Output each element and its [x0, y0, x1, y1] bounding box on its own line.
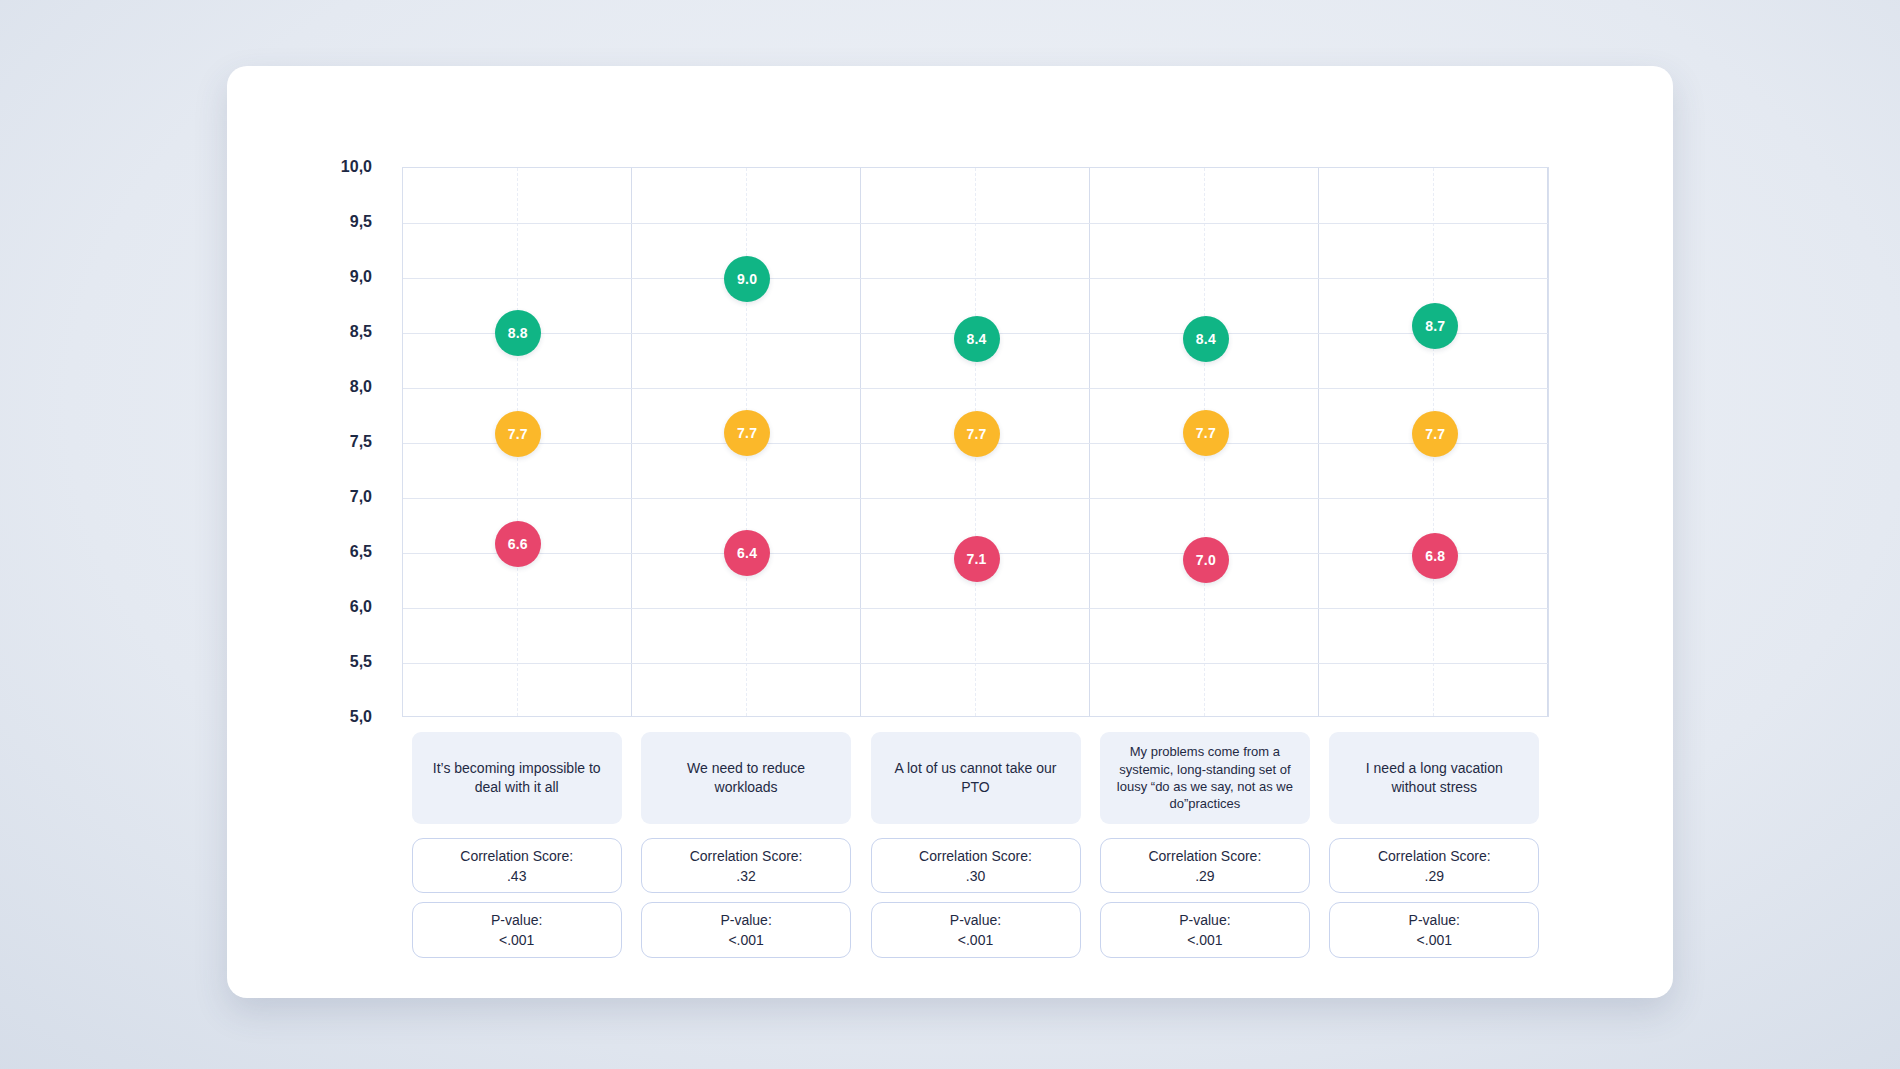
correlation-score-value: .30 — [966, 866, 985, 886]
data-point-dot: 9.0 — [724, 256, 770, 302]
y-axis-tick-label: 8,0 — [267, 377, 372, 397]
p-value-value: <.001 — [728, 930, 763, 950]
category-label-box: It’s becoming impossible to deal with it… — [412, 732, 622, 824]
p-value-box: P-value:<.001 — [1329, 902, 1539, 958]
p-value-label: P-value: — [491, 910, 542, 930]
chart-card: Burnout Rating if Disagree with OE Respo… — [227, 66, 1673, 998]
data-point-value: 8.8 — [508, 325, 528, 341]
correlation-score-label: Correlation Score: — [460, 846, 573, 866]
correlation-score-box: Correlation Score:.43 — [412, 838, 622, 893]
data-point-value: 6.6 — [508, 536, 528, 552]
horizontal-gridline — [403, 278, 1548, 279]
data-point-value: 7.7 — [966, 426, 986, 442]
correlation-score-value: .43 — [507, 866, 526, 886]
category-label-box: A lot of us cannot take our PTO — [871, 732, 1081, 824]
data-point-dot: 6.4 — [724, 530, 770, 576]
data-point-value: 8.4 — [966, 331, 986, 347]
category-label: We need to reduce workloads — [658, 759, 834, 798]
data-point-dot: 7.7 — [954, 411, 1000, 457]
p-value-box: P-value:<.001 — [412, 902, 622, 958]
y-axis-tick-label: 5,5 — [267, 652, 372, 672]
horizontal-gridline — [403, 223, 1548, 224]
p-value-label: P-value: — [720, 910, 771, 930]
p-value-value: <.001 — [1187, 930, 1222, 950]
y-axis-tick-label: 7,5 — [267, 432, 372, 452]
p-value-label: P-value: — [1179, 910, 1230, 930]
data-point-value: 7.7 — [1425, 426, 1445, 442]
correlation-score-label: Correlation Score: — [690, 846, 803, 866]
correlation-score-value: .29 — [1195, 866, 1214, 886]
correlation-score-label: Correlation Score: — [919, 846, 1032, 866]
data-point-dot: 7.0 — [1183, 537, 1229, 583]
category-label: My problems come from a systemic, long-s… — [1112, 743, 1298, 813]
y-axis-tick-label: 7,0 — [267, 487, 372, 507]
category-label: It’s becoming impossible to deal with it… — [429, 759, 605, 798]
p-value-label: P-value: — [950, 910, 1001, 930]
data-point-dot: 7.1 — [954, 536, 1000, 582]
correlation-score-label: Correlation Score: — [1148, 846, 1261, 866]
correlation-score-box: Correlation Score:.29 — [1329, 838, 1539, 893]
p-value-value: <.001 — [1417, 930, 1452, 950]
category-label: A lot of us cannot take our PTO — [888, 759, 1064, 798]
data-point-value: 8.7 — [1425, 318, 1445, 334]
data-point-value: 7.1 — [966, 551, 986, 567]
category-label-box: I need a long vacation without stress — [1329, 732, 1539, 824]
p-value-value: <.001 — [958, 930, 993, 950]
horizontal-gridline — [403, 498, 1548, 499]
data-point-value: 7.7 — [508, 426, 528, 442]
horizontal-gridline — [403, 388, 1548, 389]
correlation-score-value: .29 — [1425, 866, 1444, 886]
data-point-value: 6.8 — [1425, 548, 1445, 564]
category-label-box: We need to reduce workloads — [641, 732, 851, 824]
correlation-score-box: Correlation Score:.29 — [1100, 838, 1310, 893]
data-point-value: 7.7 — [737, 425, 757, 441]
horizontal-gridline — [403, 608, 1548, 609]
y-axis-tick-label: 9,0 — [267, 267, 372, 287]
p-value-box: P-value:<.001 — [871, 902, 1081, 958]
correlation-score-label: Correlation Score: — [1378, 846, 1491, 866]
horizontal-gridline — [403, 663, 1548, 664]
page-background: { "legend": { "items": [ { "label": "Bur… — [0, 0, 1900, 1069]
y-axis-tick-label: 8,5 — [267, 322, 372, 342]
data-point-value: 6.4 — [737, 545, 757, 561]
data-point-dot: 7.7 — [495, 411, 541, 457]
data-point-dot: 7.7 — [724, 410, 770, 456]
y-axis-tick-label: 6,5 — [267, 542, 372, 562]
p-value-label: P-value: — [1409, 910, 1460, 930]
category-label-box: My problems come from a systemic, long-s… — [1100, 732, 1310, 824]
data-point-dot: 8.8 — [495, 310, 541, 356]
data-point-dot: 7.7 — [1183, 410, 1229, 456]
data-point-dot: 8.4 — [1183, 316, 1229, 362]
y-axis-tick-label: 9,5 — [267, 212, 372, 232]
correlation-score-value: .32 — [736, 866, 755, 886]
data-point-dot: 6.6 — [495, 521, 541, 567]
data-point-value: 7.0 — [1196, 552, 1216, 568]
data-point-value: 7.7 — [1196, 425, 1216, 441]
y-axis-tick-label: 6,0 — [267, 597, 372, 617]
p-value-box: P-value:<.001 — [641, 902, 851, 958]
data-point-value: 9.0 — [737, 271, 757, 287]
correlation-score-box: Correlation Score:.32 — [641, 838, 851, 893]
category-label: I need a long vacation without stress — [1346, 759, 1522, 798]
p-value-box: P-value:<.001 — [1100, 902, 1310, 958]
p-value-value: <.001 — [499, 930, 534, 950]
data-point-value: 8.4 — [1196, 331, 1216, 347]
y-axis-tick-label: 5,0 — [267, 707, 372, 727]
correlation-score-box: Correlation Score:.30 — [871, 838, 1081, 893]
plot-area: 6.6 6.4 7.1 7.0 6.8 7.7 7.7 7.7 7.7 7.7 8.8 9.0 8.4 8… — [402, 167, 1549, 717]
y-axis-tick-label: 10,0 — [267, 157, 372, 177]
data-point-dot: 8.4 — [954, 316, 1000, 362]
